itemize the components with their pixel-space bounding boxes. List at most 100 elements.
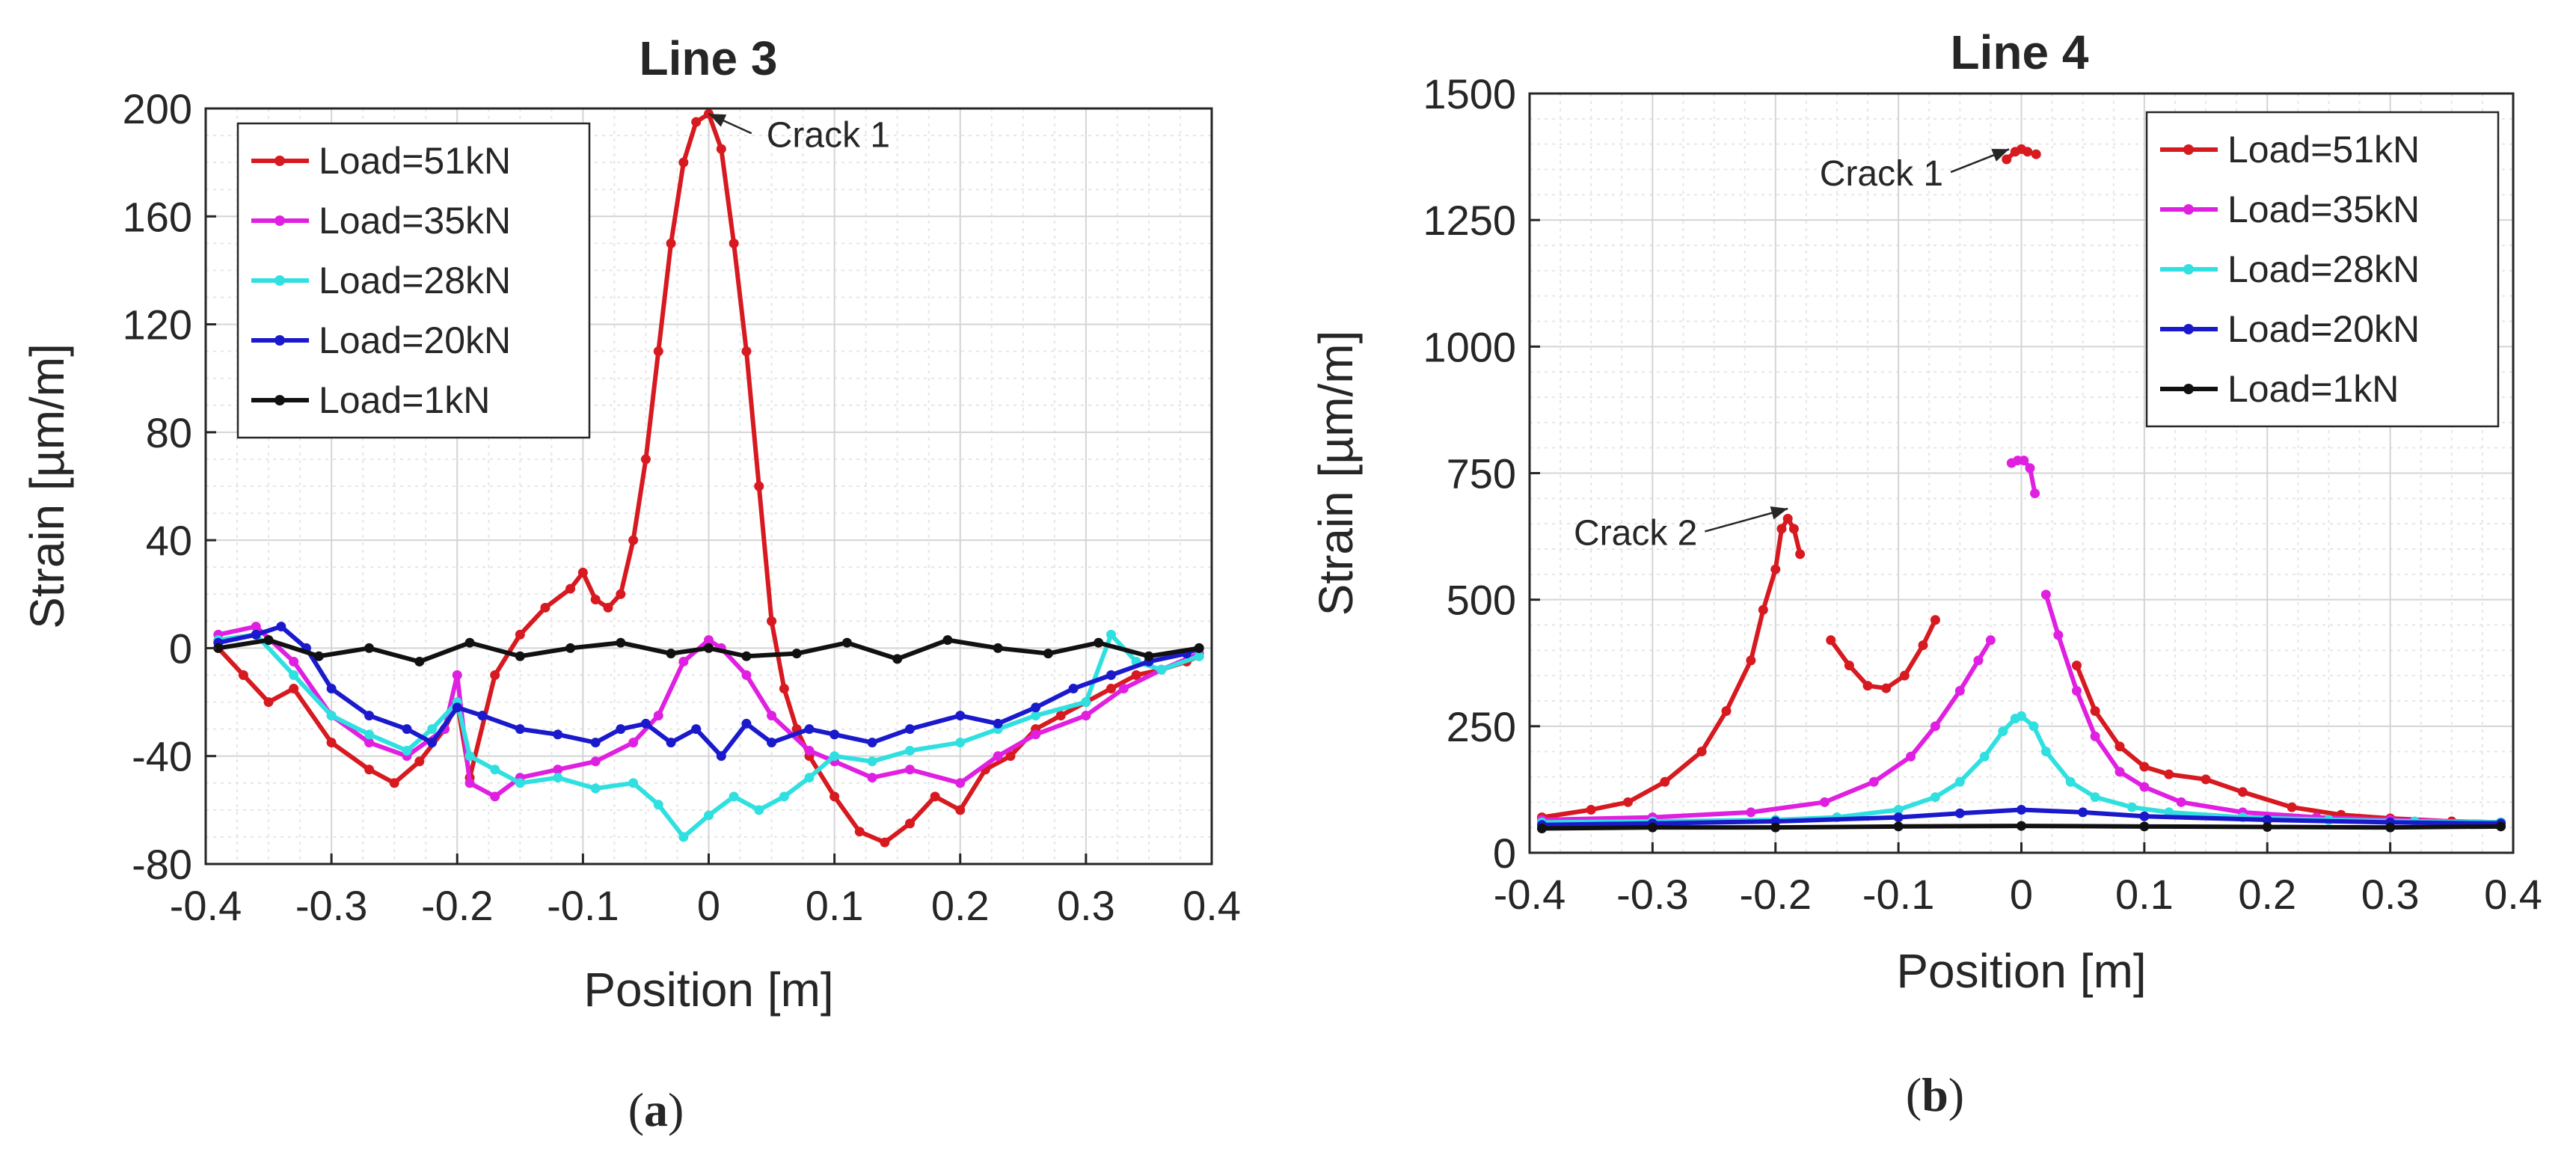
data-point — [2040, 589, 2051, 600]
series-load-1kn — [1536, 821, 2506, 834]
data-point — [1788, 524, 1799, 534]
data-point — [1746, 807, 1756, 818]
data-point — [238, 670, 248, 680]
data-point — [1782, 513, 1793, 524]
series-load-20kn — [213, 622, 1204, 762]
legend: Load=51kN Load=35kN Load=28kN Load=20kN Load… — [236, 122, 591, 439]
data-point — [2201, 774, 2211, 785]
data-point — [1954, 808, 1965, 818]
data-point — [905, 746, 915, 756]
data-point — [1106, 629, 1116, 640]
data-point — [1536, 824, 1547, 834]
data-point — [704, 643, 714, 653]
x-axis-label: Position [m] — [1896, 944, 2146, 998]
data-point — [955, 711, 966, 721]
data-point — [540, 602, 551, 613]
data-point — [1031, 711, 1041, 721]
data-point — [452, 702, 462, 713]
data-point — [1918, 640, 1928, 651]
data-point — [364, 643, 375, 653]
data-point — [767, 738, 777, 748]
data-point — [313, 651, 324, 661]
data-point — [2385, 822, 2396, 833]
x-tick-label: -0.3 — [1616, 871, 1689, 918]
data-point — [2040, 747, 2051, 757]
x-tick-label: 0.4 — [1183, 882, 1241, 929]
data-point — [640, 718, 651, 729]
ticks: -0.4 -0.3 -0.2 -0.1 0 0.1 0.2 0.3 0.4 -80 -40 0 40 80… — [123, 85, 1241, 929]
data-point — [452, 670, 462, 680]
x-tick-label: -0.4 — [170, 882, 242, 929]
data-point — [1899, 670, 1910, 681]
legend-entry: Load=28kN — [2227, 248, 2420, 290]
data-point — [1696, 747, 1707, 757]
data-point — [1893, 804, 1904, 815]
data-point — [2002, 154, 2012, 165]
data-point — [2030, 488, 2040, 499]
annotations: Crack 1 — [708, 113, 890, 155]
data-point — [716, 144, 726, 154]
data-point — [993, 643, 1003, 653]
annotations: Crack 1 Crack 2 — [1574, 148, 2010, 553]
data-point — [590, 738, 601, 748]
data-point — [276, 622, 286, 632]
data-point — [1068, 684, 1079, 694]
data-point — [1973, 655, 1984, 666]
x-tick-label: -0.2 — [421, 882, 494, 929]
data-point — [754, 481, 764, 491]
x-tick-label: 0 — [2010, 871, 2033, 918]
data-point — [678, 656, 689, 667]
data-point — [905, 765, 915, 775]
y-axis-label: Strain [µm/m] — [1309, 331, 1363, 616]
y-tick-label: 1000 — [1423, 323, 1516, 370]
data-point — [1954, 685, 1965, 696]
data-point — [867, 773, 877, 783]
data-point — [653, 346, 663, 357]
data-point — [905, 818, 915, 829]
data-point — [729, 238, 739, 248]
data-point — [2262, 815, 2272, 825]
data-point — [2139, 811, 2150, 821]
data-point — [2115, 767, 2125, 777]
data-point — [2287, 802, 2297, 812]
data-point — [867, 756, 877, 767]
data-point — [666, 738, 676, 748]
y-tick-label: 0 — [169, 625, 192, 672]
data-point — [1998, 726, 2008, 737]
data-point — [867, 738, 877, 748]
y-tick-label: 500 — [1447, 577, 1516, 624]
data-point — [251, 629, 261, 640]
data-point — [628, 738, 639, 748]
annotation-arrow-head — [1770, 506, 1788, 520]
y-tick-label: 160 — [123, 193, 192, 240]
data-point — [1893, 821, 1904, 832]
data-point — [490, 670, 500, 680]
data-point — [2090, 706, 2100, 717]
data-point — [804, 773, 815, 783]
data-point — [364, 765, 375, 775]
data-point — [791, 649, 802, 659]
data-point — [603, 602, 613, 613]
data-point — [213, 643, 224, 653]
data-point — [691, 724, 702, 735]
data-point — [691, 117, 702, 127]
data-point — [2237, 787, 2248, 797]
legend: Load=51kN Load=35kN Load=28kN Load=20kN Load… — [2145, 111, 2500, 428]
legend-swatch-marker — [2183, 144, 2194, 155]
data-point — [477, 711, 488, 721]
data-point — [2139, 762, 2150, 772]
data-point — [364, 711, 375, 721]
data-point — [515, 724, 525, 735]
data-point — [993, 718, 1003, 729]
x-tick-label: -0.1 — [547, 882, 619, 929]
y-tick-label: 750 — [1447, 450, 1516, 497]
series-load-20kn — [1536, 804, 2506, 830]
data-point — [590, 595, 601, 604]
data-point — [892, 654, 903, 664]
data-point — [1094, 637, 1104, 648]
data-point — [955, 805, 966, 815]
series-load-1kn — [213, 635, 1204, 667]
y-tick-label: 120 — [123, 301, 192, 349]
data-point — [490, 765, 500, 775]
data-point — [515, 778, 525, 788]
